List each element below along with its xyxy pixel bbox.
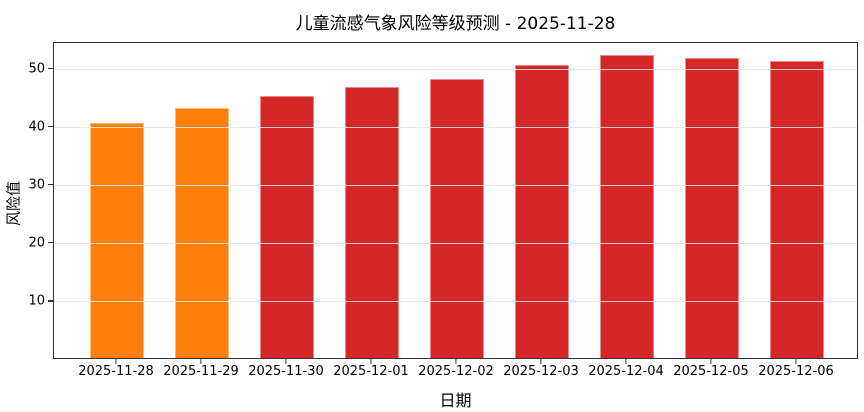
x-tick-label: 2025-12-01: [333, 364, 409, 379]
x-tick-mark: [710, 359, 712, 364]
x-tick-label: 2025-12-05: [673, 364, 749, 379]
x-tick-mark: [455, 359, 457, 364]
x-tick-mark: [200, 359, 202, 364]
x-tick-mark: [370, 359, 372, 364]
gridline-y-50: [54, 69, 857, 71]
plot-area: [53, 42, 858, 359]
bar-2025-12-02: [430, 79, 484, 358]
bars-layer: [54, 43, 857, 358]
bar-2025-12-05: [685, 57, 739, 358]
x-tick-label: 2025-12-06: [758, 364, 834, 379]
bar-2025-12-06: [770, 60, 824, 358]
y-tick-mark: [48, 68, 53, 70]
bar-2025-11-29: [175, 108, 229, 358]
bar-2025-11-30: [260, 95, 314, 358]
y-tick-mark: [48, 184, 53, 186]
y-tick-label: 40: [28, 119, 45, 135]
gridline-y-30: [54, 185, 857, 187]
x-axis-label: 日期: [439, 391, 472, 410]
y-tick-mark: [48, 300, 53, 302]
x-tick-mark: [795, 359, 797, 364]
gridline-y-40: [54, 127, 857, 129]
y-tick-mark: [48, 126, 53, 128]
grid-layer: [54, 43, 857, 358]
gridline-y-20: [54, 243, 857, 245]
y-tick-label: 50: [28, 61, 45, 77]
x-tick-label: 2025-11-29: [163, 364, 239, 379]
x-tick-mark: [540, 359, 542, 364]
x-tick-label: 2025-11-30: [248, 364, 324, 379]
chart-title: 儿童流感气象风险等级预测 - 2025-11-28: [295, 14, 616, 34]
bar-2025-12-03: [515, 64, 569, 358]
x-tick-mark: [625, 359, 627, 364]
bar-2025-11-28: [90, 122, 144, 358]
bar-2025-12-04: [600, 54, 654, 358]
y-tick-label: 10: [28, 293, 45, 309]
y-tick-label: 30: [28, 177, 45, 193]
x-tick-label: 2025-12-03: [503, 364, 579, 379]
x-tick-mark: [285, 359, 287, 364]
gridline-y-10: [54, 301, 857, 303]
y-tick-label: 20: [28, 235, 45, 251]
x-tick-label: 2025-12-04: [588, 364, 664, 379]
y-tick-mark: [48, 242, 53, 244]
bar-2025-12-01: [345, 86, 399, 358]
x-tick-mark: [115, 359, 117, 364]
x-tick-label: 2025-11-28: [78, 364, 154, 379]
x-tick-label: 2025-12-02: [418, 364, 494, 379]
